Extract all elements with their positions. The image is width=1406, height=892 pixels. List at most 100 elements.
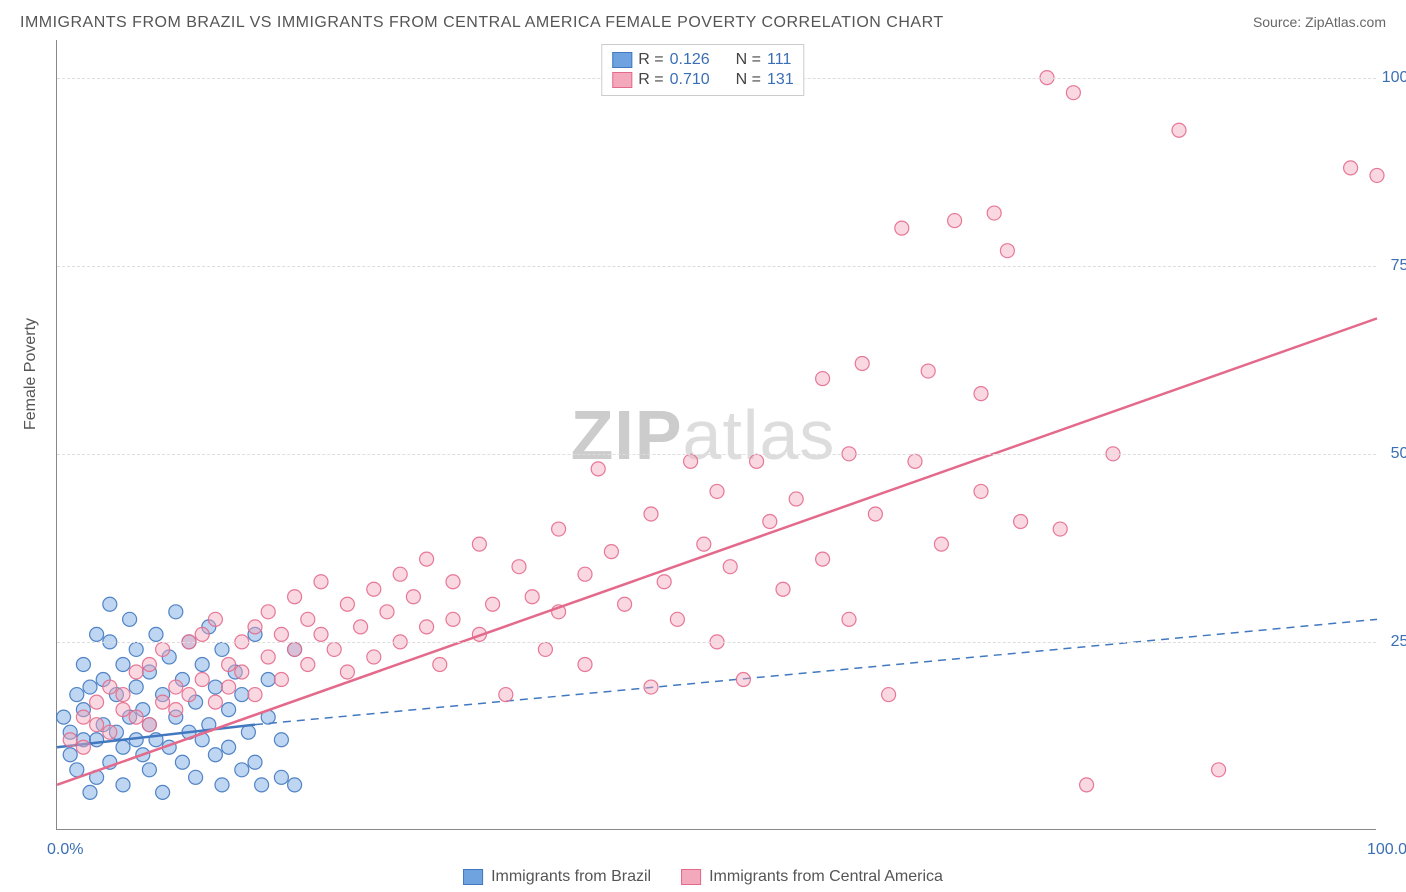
data-point: [644, 507, 658, 521]
data-point: [446, 612, 460, 626]
data-point: [195, 627, 209, 641]
data-point: [103, 597, 117, 611]
data-point: [70, 763, 84, 777]
data-point: [129, 680, 143, 694]
data-point: [314, 575, 328, 589]
legend-n-value: 131: [767, 71, 794, 89]
data-point: [552, 522, 566, 536]
data-point: [288, 590, 302, 604]
data-point: [367, 650, 381, 664]
data-point: [855, 357, 869, 371]
data-point: [1066, 86, 1080, 100]
data-point: [578, 657, 592, 671]
legend-r-label: R =: [638, 71, 663, 89]
data-point: [248, 688, 262, 702]
legend-swatch: [612, 72, 632, 88]
data-point: [512, 560, 526, 574]
data-point: [604, 545, 618, 559]
data-point: [70, 688, 84, 702]
data-point: [274, 627, 288, 641]
data-point: [1344, 161, 1358, 175]
data-point: [261, 605, 275, 619]
series-legend-item: Immigrants from Brazil: [463, 868, 651, 886]
data-point: [57, 710, 71, 724]
series-legend-item: Immigrants from Central America: [681, 868, 943, 886]
data-point: [1014, 515, 1028, 529]
legend-n-label: N =: [736, 71, 761, 89]
data-point: [974, 484, 988, 498]
data-point: [1370, 168, 1384, 182]
data-point: [314, 627, 328, 641]
data-point: [222, 657, 236, 671]
ytick-label: 50.0%: [1391, 445, 1406, 463]
data-point: [215, 642, 229, 656]
data-point: [169, 703, 183, 717]
data-point: [129, 642, 143, 656]
y-axis-label: Female Poverty: [22, 318, 40, 430]
data-point: [816, 372, 830, 386]
data-point: [274, 770, 288, 784]
data-point: [882, 688, 896, 702]
legend-r-value: 0.710: [670, 71, 710, 89]
data-point: [129, 710, 143, 724]
data-point: [222, 703, 236, 717]
data-point: [736, 673, 750, 687]
data-point: [274, 733, 288, 747]
data-point: [1212, 763, 1226, 777]
data-point: [921, 364, 935, 378]
legend-swatch: [612, 52, 632, 68]
data-point: [486, 597, 500, 611]
stats-legend: R =0.126N =111R =0.710N =131: [601, 44, 804, 96]
series-name: Immigrants from Central America: [709, 868, 943, 886]
legend-r-value: 0.126: [670, 51, 710, 69]
data-point: [189, 770, 203, 784]
data-point: [123, 612, 137, 626]
data-point: [208, 680, 222, 694]
data-point: [149, 627, 163, 641]
ytick-label: 25.0%: [1391, 633, 1406, 651]
data-point: [499, 688, 513, 702]
series-name: Immigrants from Brazil: [491, 868, 651, 886]
data-point: [288, 778, 302, 792]
xtick-label: 100.0%: [1367, 841, 1406, 859]
data-point: [156, 785, 170, 799]
data-point: [380, 605, 394, 619]
data-point: [420, 620, 434, 634]
legend-r-label: R =: [638, 51, 663, 69]
ytick-label: 100.0%: [1382, 69, 1406, 87]
data-point: [1080, 778, 1094, 792]
data-point: [948, 214, 962, 228]
data-point: [195, 657, 209, 671]
data-point: [195, 673, 209, 687]
data-point: [129, 665, 143, 679]
data-point: [1053, 522, 1067, 536]
data-point: [222, 680, 236, 694]
data-point: [235, 688, 249, 702]
legend-row: R = 0.710 N = 131: [612, 71, 793, 89]
data-point: [76, 740, 90, 754]
data-point: [76, 657, 90, 671]
data-point: [215, 778, 229, 792]
data-point: [116, 778, 130, 792]
chart-area: 25.0%50.0%75.0%100.0%0.0%100.0%: [56, 40, 1376, 830]
data-point: [103, 680, 117, 694]
data-point: [116, 740, 130, 754]
data-point: [657, 575, 671, 589]
data-point: [393, 567, 407, 581]
data-point: [63, 733, 77, 747]
trend-line: [57, 318, 1377, 784]
data-point: [987, 206, 1001, 220]
data-point: [116, 703, 130, 717]
gridline: [57, 266, 1376, 267]
data-point: [156, 642, 170, 656]
data-point: [684, 454, 698, 468]
data-point: [340, 597, 354, 611]
data-point: [241, 725, 255, 739]
data-point: [142, 657, 156, 671]
data-point: [433, 657, 447, 671]
data-point: [578, 567, 592, 581]
data-point: [538, 642, 552, 656]
legend-n-label: N =: [736, 51, 761, 69]
data-point: [116, 657, 130, 671]
data-point: [723, 560, 737, 574]
